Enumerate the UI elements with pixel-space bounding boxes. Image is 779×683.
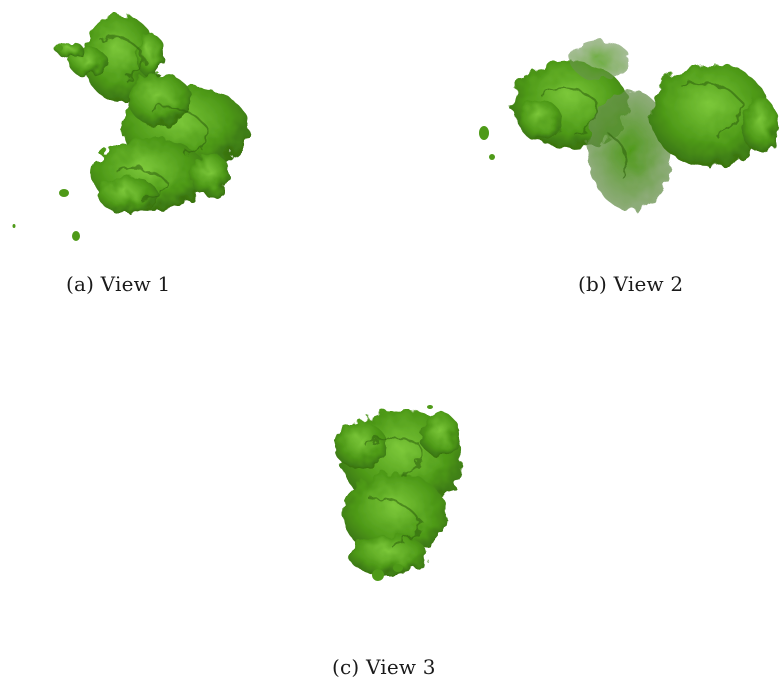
protein-density-map-icon: [12, 14, 249, 241]
subfigure-view-1: [0, 0, 270, 250]
subfigure-caption-view-2: (b) View 2: [578, 272, 684, 296]
protein-density-map-icon: [334, 405, 462, 581]
subfigure-caption-view-3: (c) View 3: [332, 655, 436, 679]
protein-density-map-icon: [479, 40, 778, 210]
subfigure-caption-view-1: (a) View 1: [66, 272, 171, 296]
subfigure-view-2: [460, 25, 779, 230]
subfigure-view-3: [310, 385, 480, 615]
